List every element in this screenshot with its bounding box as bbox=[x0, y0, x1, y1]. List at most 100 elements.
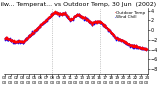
Point bbox=[79, 15, 82, 17]
Point bbox=[133, 46, 136, 48]
Point bbox=[91, 23, 93, 25]
Point bbox=[31, 33, 33, 34]
Point bbox=[38, 26, 40, 27]
Point bbox=[80, 17, 83, 18]
Point bbox=[112, 35, 115, 36]
Point bbox=[136, 47, 139, 49]
Point bbox=[68, 18, 70, 19]
Point bbox=[22, 42, 24, 43]
Point bbox=[143, 48, 146, 49]
Point bbox=[99, 21, 102, 22]
Point bbox=[133, 46, 135, 47]
Point bbox=[4, 37, 6, 39]
Point bbox=[102, 24, 105, 26]
Point bbox=[28, 36, 30, 37]
Point bbox=[63, 12, 65, 13]
Point bbox=[38, 27, 40, 28]
Point bbox=[9, 39, 12, 41]
Point bbox=[44, 21, 46, 22]
Point bbox=[36, 28, 38, 29]
Point bbox=[82, 16, 84, 18]
Point bbox=[44, 20, 46, 22]
Point bbox=[103, 25, 106, 26]
Point bbox=[89, 21, 92, 23]
Point bbox=[117, 38, 120, 39]
Point bbox=[124, 42, 127, 43]
Point bbox=[141, 47, 144, 49]
Point bbox=[73, 15, 76, 17]
Point bbox=[85, 19, 88, 20]
Point bbox=[92, 22, 95, 23]
Point bbox=[41, 23, 43, 24]
Point bbox=[12, 40, 15, 41]
Point bbox=[98, 20, 100, 22]
Point bbox=[132, 47, 134, 49]
Point bbox=[136, 45, 138, 47]
Point bbox=[90, 23, 92, 24]
Point bbox=[96, 22, 98, 23]
Point bbox=[139, 47, 141, 48]
Point bbox=[45, 20, 48, 21]
Point bbox=[121, 40, 123, 41]
Point bbox=[135, 46, 137, 47]
Point bbox=[71, 19, 74, 20]
Point bbox=[24, 39, 26, 40]
Point bbox=[104, 24, 106, 26]
Point bbox=[58, 13, 61, 14]
Point bbox=[99, 22, 101, 23]
Point bbox=[107, 29, 110, 31]
Point bbox=[97, 20, 100, 21]
Point bbox=[41, 23, 44, 25]
Point bbox=[31, 33, 34, 34]
Point bbox=[105, 27, 108, 29]
Point bbox=[116, 37, 118, 38]
Point bbox=[19, 41, 22, 42]
Point bbox=[135, 46, 137, 47]
Point bbox=[142, 48, 144, 49]
Point bbox=[88, 22, 91, 24]
Point bbox=[130, 44, 132, 46]
Point bbox=[78, 15, 81, 16]
Point bbox=[130, 44, 132, 46]
Point bbox=[31, 32, 34, 34]
Point bbox=[115, 37, 117, 39]
Point bbox=[122, 41, 124, 42]
Point bbox=[88, 21, 90, 23]
Point bbox=[92, 23, 94, 24]
Point bbox=[136, 46, 138, 47]
Point bbox=[82, 16, 84, 18]
Point bbox=[86, 18, 88, 19]
Point bbox=[21, 41, 23, 42]
Point bbox=[92, 23, 95, 24]
Point bbox=[120, 40, 122, 42]
Point bbox=[36, 27, 39, 29]
Point bbox=[120, 40, 122, 41]
Point bbox=[48, 16, 51, 17]
Point bbox=[70, 18, 73, 20]
Point bbox=[41, 23, 44, 25]
Point bbox=[53, 12, 56, 13]
Point bbox=[108, 29, 110, 30]
Point bbox=[35, 28, 37, 30]
Point bbox=[12, 41, 14, 42]
Point bbox=[19, 41, 21, 42]
Point bbox=[129, 46, 131, 47]
Point bbox=[49, 15, 52, 17]
Point bbox=[78, 15, 81, 16]
Point bbox=[79, 15, 81, 17]
Point bbox=[119, 38, 121, 39]
Point bbox=[85, 19, 87, 20]
Point bbox=[29, 34, 31, 36]
Point bbox=[133, 47, 136, 48]
Point bbox=[110, 32, 113, 33]
Point bbox=[106, 27, 108, 29]
Point bbox=[14, 41, 17, 42]
Point bbox=[31, 31, 33, 32]
Point bbox=[105, 26, 107, 27]
Point bbox=[59, 12, 62, 14]
Point bbox=[49, 16, 52, 18]
Point bbox=[28, 35, 31, 36]
Point bbox=[50, 15, 53, 16]
Point bbox=[23, 41, 25, 42]
Point bbox=[44, 20, 47, 22]
